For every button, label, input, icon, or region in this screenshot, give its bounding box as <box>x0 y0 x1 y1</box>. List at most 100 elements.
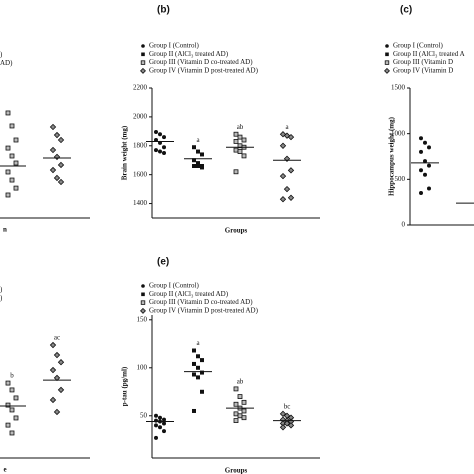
point <box>279 172 287 180</box>
point <box>192 145 196 150</box>
y-tick-label: 0 <box>402 221 406 229</box>
point <box>53 174 61 182</box>
point <box>200 358 204 363</box>
x-axis-label: Groups <box>225 467 248 474</box>
point <box>192 408 196 413</box>
point <box>154 148 158 153</box>
point <box>9 177 15 183</box>
legend-marker <box>141 292 145 297</box>
y-tick-label: 1000 <box>391 129 406 137</box>
significance-label: a <box>285 123 289 131</box>
legend-marker <box>141 52 145 57</box>
point <box>49 366 57 374</box>
point <box>200 165 204 170</box>
point <box>200 370 204 375</box>
point <box>154 423 158 428</box>
panel: (c) Group I (Control)Group II (AlCl₃ trea… <box>384 5 474 229</box>
y-tick-label: 500 <box>395 175 406 183</box>
point <box>287 133 295 141</box>
point <box>233 131 239 137</box>
point <box>162 417 166 422</box>
y-tick-label: 150 <box>137 315 148 323</box>
point <box>283 185 291 193</box>
legend-marker <box>385 52 389 57</box>
point <box>192 348 196 353</box>
panel: )) e b ac <box>0 286 90 474</box>
point <box>192 372 196 377</box>
point <box>162 429 166 434</box>
legend-label: Group IV (Vitamin D <box>393 67 453 75</box>
panel: (e) Group I (Control)Group II (AlCl₃ trea… <box>121 257 320 474</box>
point <box>13 395 19 401</box>
point <box>241 137 247 143</box>
point <box>154 413 158 418</box>
point <box>233 139 239 144</box>
point <box>49 166 57 174</box>
point <box>233 418 239 423</box>
point <box>419 191 423 196</box>
point <box>233 401 239 407</box>
point <box>158 132 162 137</box>
significance-label: a <box>196 339 200 347</box>
point <box>49 341 57 349</box>
x-axis-label: e <box>3 466 6 474</box>
legend-marker <box>385 44 389 48</box>
point <box>196 354 200 359</box>
point <box>427 186 431 191</box>
point <box>233 169 239 175</box>
point <box>162 151 166 155</box>
point <box>283 132 291 139</box>
point <box>53 408 61 416</box>
legend-label: Group III (Vitamin D <box>393 58 453 66</box>
y-tick-label: 1500 <box>391 84 406 92</box>
legend-label: ) <box>0 294 3 302</box>
point <box>196 375 200 380</box>
y-tick-label: 1800 <box>133 141 148 149</box>
point <box>196 164 200 168</box>
legend-label: Group I (Control) <box>149 42 199 50</box>
point <box>237 149 243 154</box>
point <box>241 153 247 159</box>
point <box>287 194 295 201</box>
point <box>49 396 57 404</box>
point <box>162 421 166 426</box>
point <box>241 415 247 421</box>
x-axis-label: n <box>3 226 7 234</box>
point <box>200 152 204 157</box>
point <box>423 159 427 164</box>
point <box>283 155 291 162</box>
legend-marker <box>141 44 145 48</box>
legend-marker <box>384 60 390 65</box>
point <box>5 145 11 151</box>
legend-marker <box>141 284 145 288</box>
panel: (b) Group I (Control)Group II (AlCl₃ trea… <box>121 5 320 235</box>
point <box>196 365 200 370</box>
point <box>5 380 11 386</box>
legend-label: Group II (AlCl₃ treated A <box>393 50 465 58</box>
y-tick-label: 50 <box>140 411 148 419</box>
y-axis-label: Brain weight (mg) <box>121 125 129 180</box>
significance-label: ab <box>237 378 244 386</box>
y-tick-label: 100 <box>137 363 148 371</box>
point <box>192 158 196 163</box>
point <box>57 386 65 394</box>
legend-label: Group III (Vitamin D co-treated AD) <box>149 58 253 66</box>
panel: )AD) n <box>0 51 90 234</box>
point <box>13 185 19 191</box>
point <box>192 361 196 366</box>
point <box>241 399 247 405</box>
legend-label: AD) <box>0 59 13 67</box>
y-axis-label: Hippocampus weight (mg) <box>388 116 396 196</box>
point <box>192 164 196 168</box>
point <box>13 137 19 143</box>
point <box>57 161 65 169</box>
legend-label: ) <box>0 286 3 294</box>
panel-title: (c) <box>400 5 412 16</box>
point <box>287 422 295 429</box>
point <box>49 123 57 131</box>
point <box>158 415 162 420</box>
point <box>154 435 158 440</box>
point <box>53 351 61 359</box>
point <box>241 408 247 414</box>
